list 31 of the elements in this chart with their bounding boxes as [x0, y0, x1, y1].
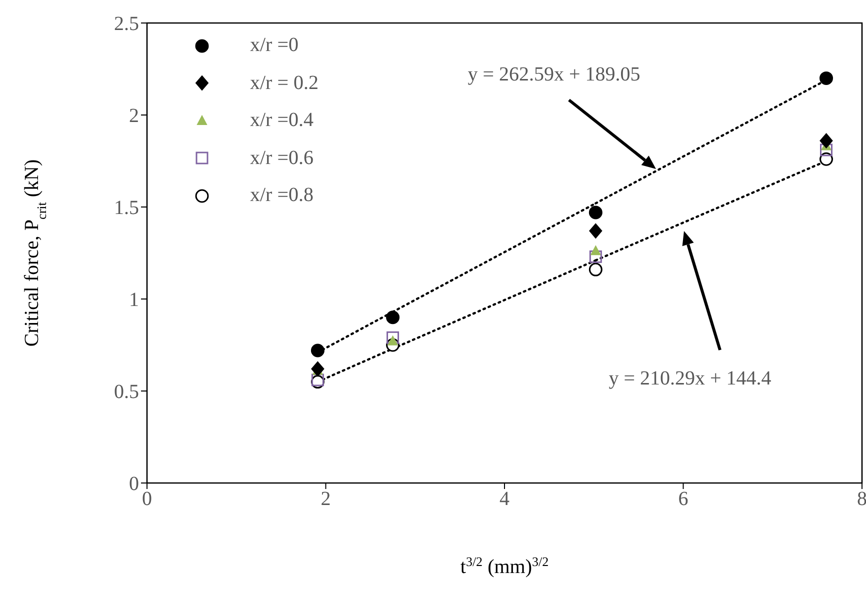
- point: [589, 223, 602, 238]
- legend-label: x/r =0: [250, 34, 298, 58]
- y-tick-label: 1.5: [114, 197, 139, 220]
- point: [310, 344, 324, 358]
- x-tick-label: 2: [320, 488, 331, 510]
- y-tick-label: 0.5: [114, 381, 139, 404]
- point: [589, 250, 602, 263]
- point: [820, 71, 833, 85]
- y-tick-label: 1: [129, 289, 139, 312]
- point: [820, 144, 832, 156]
- annotation: y = 210.29x + 144.4: [608, 368, 772, 390]
- x-tick-label: 4: [500, 488, 510, 510]
- point: [588, 206, 602, 220]
- point: [311, 361, 324, 376]
- point: [386, 310, 400, 324]
- point: [820, 133, 833, 148]
- point: [590, 246, 601, 256]
- y-tick-label: 2.5: [114, 13, 139, 36]
- x-axis-title: t$^{3/2}$ (mm)$^{3/2}$: [460, 554, 549, 578]
- annotation: y = 262.59x + 189.05: [468, 64, 640, 86]
- point: [311, 374, 324, 386]
- y-tick-label: 0: [129, 473, 139, 496]
- x-tick-label: 6: [678, 488, 688, 510]
- legend-label: x/r =0.8: [250, 184, 314, 208]
- legend-label: x/r =0.4: [250, 109, 314, 132]
- y-tick-label: 2: [129, 105, 139, 128]
- x-tick-label: 8: [857, 488, 866, 510]
- point: [386, 331, 400, 344]
- point: [588, 262, 602, 276]
- legend-label: x/r =0.6: [250, 146, 314, 170]
- legend-label: x/r = 0.2: [250, 72, 318, 95]
